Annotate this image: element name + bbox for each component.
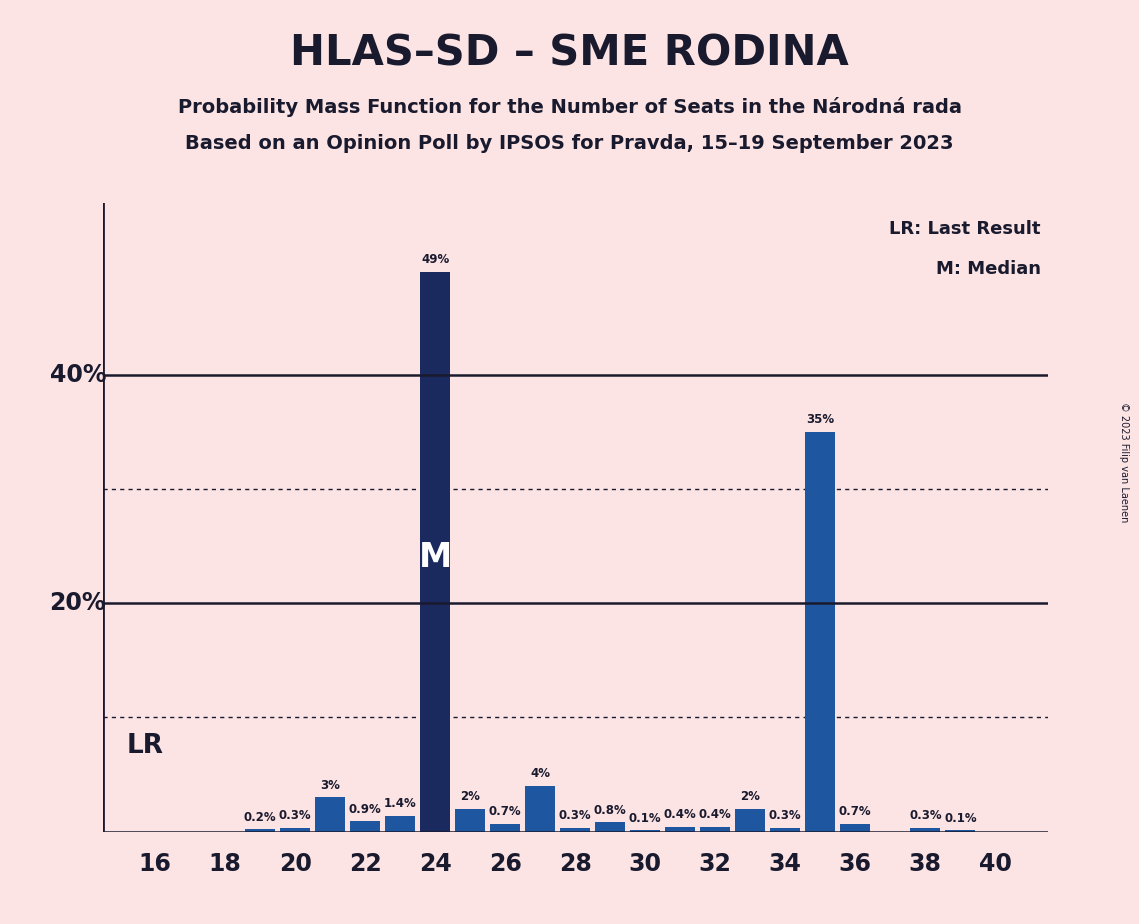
Bar	[280, 828, 310, 832]
Text: 35%: 35%	[806, 413, 835, 426]
Bar	[490, 823, 521, 832]
Bar	[596, 822, 625, 832]
Text: © 2023 Filip van Laenen: © 2023 Filip van Laenen	[1120, 402, 1129, 522]
Bar	[560, 828, 590, 832]
Bar	[841, 823, 870, 832]
Text: Based on an Opinion Poll by IPSOS for Pravda, 15–19 September 2023: Based on an Opinion Poll by IPSOS for Pr…	[186, 134, 953, 153]
Bar	[770, 828, 801, 832]
Text: 0.3%: 0.3%	[909, 809, 942, 822]
Bar	[700, 827, 730, 832]
Text: 49%: 49%	[421, 253, 449, 266]
Bar	[456, 808, 485, 832]
Text: 3%: 3%	[320, 779, 341, 792]
Bar	[630, 831, 661, 832]
Text: 2%: 2%	[460, 790, 481, 803]
Text: 0.2%: 0.2%	[244, 810, 277, 823]
Text: 0.4%: 0.4%	[699, 808, 731, 821]
Bar	[665, 827, 695, 832]
Text: 40%: 40%	[49, 362, 106, 386]
Text: 1.4%: 1.4%	[384, 796, 417, 810]
Text: Probability Mass Function for the Number of Seats in the Národná rada: Probability Mass Function for the Number…	[178, 97, 961, 117]
Bar	[316, 797, 345, 832]
Bar	[420, 272, 450, 832]
Text: LR: Last Result: LR: Last Result	[890, 221, 1041, 238]
Bar	[736, 808, 765, 832]
Text: 0.7%: 0.7%	[839, 805, 871, 818]
Bar	[945, 831, 975, 832]
Text: 0.3%: 0.3%	[769, 809, 802, 822]
Text: 0.3%: 0.3%	[279, 809, 311, 822]
Text: 0.1%: 0.1%	[629, 812, 662, 825]
Text: M: M	[418, 541, 452, 574]
Text: 0.9%: 0.9%	[349, 803, 382, 816]
Text: 0.8%: 0.8%	[593, 804, 626, 817]
Text: M: Median: M: Median	[936, 261, 1041, 278]
Text: 4%: 4%	[530, 767, 550, 780]
Text: LR: LR	[128, 733, 164, 759]
Text: 0.1%: 0.1%	[944, 812, 976, 825]
Bar	[350, 821, 380, 832]
Bar	[910, 828, 940, 832]
Text: 0.3%: 0.3%	[559, 809, 591, 822]
Text: 0.7%: 0.7%	[489, 805, 522, 818]
Text: 20%: 20%	[49, 591, 106, 615]
Bar	[525, 786, 555, 832]
Text: HLAS–SD – SME RODINA: HLAS–SD – SME RODINA	[290, 32, 849, 74]
Bar	[245, 830, 274, 832]
Text: 2%: 2%	[740, 790, 760, 803]
Bar	[385, 816, 415, 832]
Bar	[805, 432, 835, 832]
Text: 0.4%: 0.4%	[664, 808, 697, 821]
